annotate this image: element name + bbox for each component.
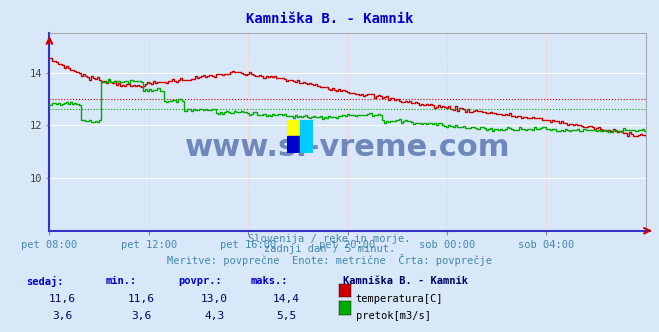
Text: sedaj:: sedaj: <box>26 276 64 287</box>
Text: 5,5: 5,5 <box>277 311 297 321</box>
Text: povpr.:: povpr.: <box>178 276 221 286</box>
Text: 4,3: 4,3 <box>204 311 224 321</box>
Text: maks.:: maks.: <box>250 276 288 286</box>
Text: Meritve: povprečne  Enote: metrične  Črta: povprečje: Meritve: povprečne Enote: metrične Črta:… <box>167 254 492 266</box>
Text: Kamniška B. - Kamnik: Kamniška B. - Kamnik <box>246 12 413 26</box>
Text: 3,6: 3,6 <box>53 311 72 321</box>
Text: zadnji dan / 5 minut.: zadnji dan / 5 minut. <box>264 244 395 254</box>
Text: www.si-vreme.com: www.si-vreme.com <box>185 133 510 162</box>
Text: temperatura[C]: temperatura[C] <box>356 294 444 304</box>
Text: pretok[m3/s]: pretok[m3/s] <box>356 311 431 321</box>
Text: 14,4: 14,4 <box>273 294 300 304</box>
Text: 11,6: 11,6 <box>129 294 155 304</box>
Text: Kamniška B. - Kamnik: Kamniška B. - Kamnik <box>343 276 468 286</box>
Text: 3,6: 3,6 <box>132 311 152 321</box>
Bar <box>287 120 300 136</box>
Bar <box>300 120 313 136</box>
Text: 13,0: 13,0 <box>201 294 227 304</box>
Text: 11,6: 11,6 <box>49 294 76 304</box>
Text: min.:: min.: <box>105 276 136 286</box>
Text: Slovenija / reke in morje.: Slovenija / reke in morje. <box>248 234 411 244</box>
Bar <box>287 136 300 153</box>
Bar <box>300 136 313 153</box>
